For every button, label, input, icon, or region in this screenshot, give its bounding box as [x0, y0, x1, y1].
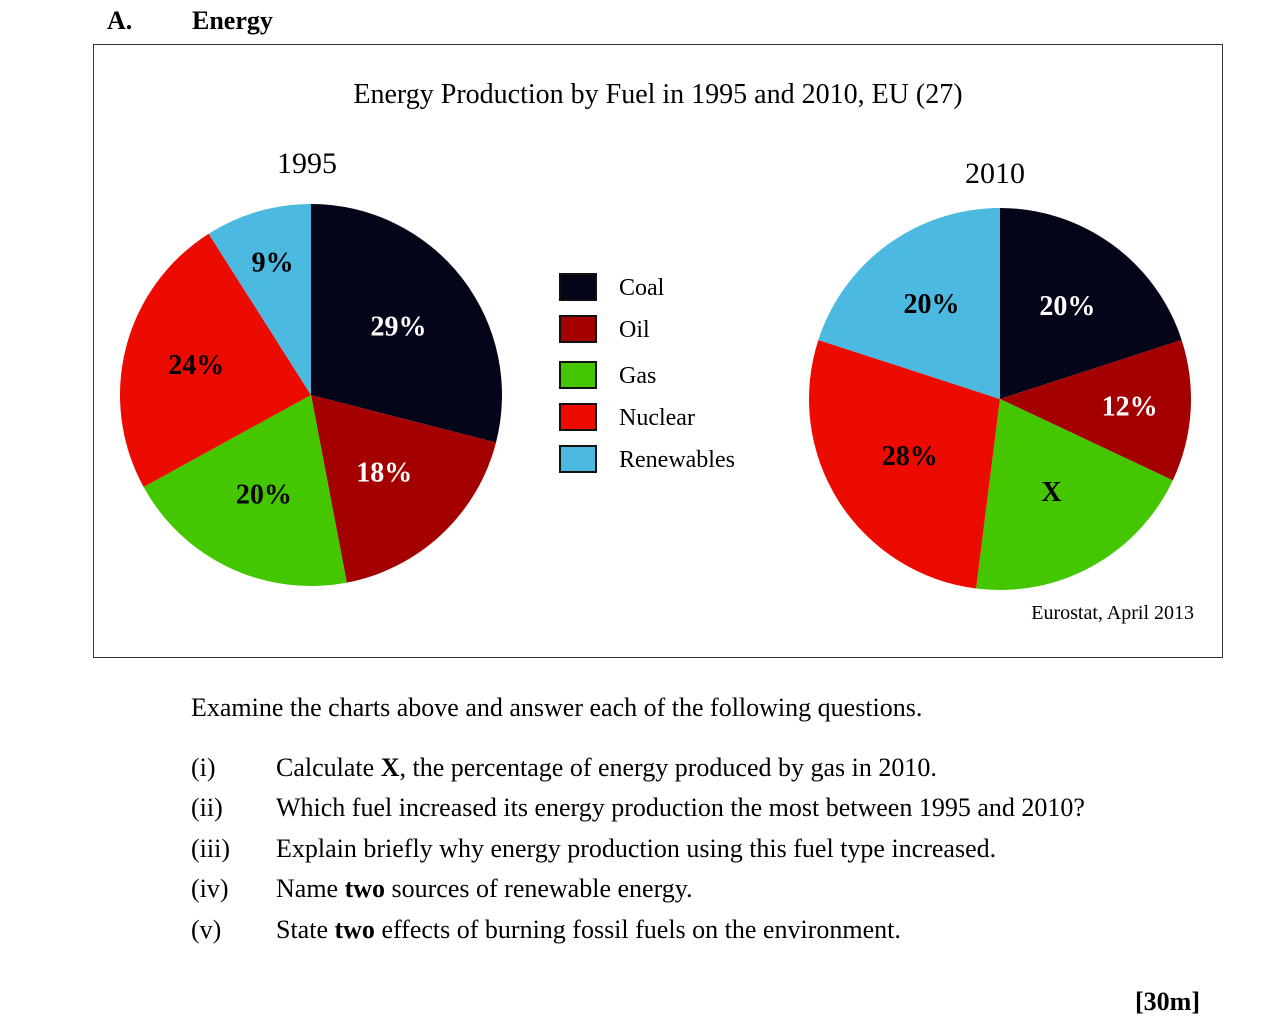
legend-swatch-nuclear [559, 403, 597, 431]
question-5: (v) State two effects of burning fossil … [191, 915, 1191, 949]
question-2: (ii) Which fuel increased its energy pro… [191, 793, 1191, 827]
legend-item-oil: Oil [559, 315, 779, 347]
question-number: (iv) [191, 874, 229, 903]
question-text-run: , the percentage of energy produced by g… [399, 753, 937, 782]
pie-2010-year-label: 2010 [965, 157, 1025, 190]
pie-label-1995-nuclear: 24% [168, 350, 224, 381]
question-text-run: Calculate [276, 753, 381, 782]
question-text: Calculate X, the percentage of energy pr… [276, 753, 937, 783]
legend-swatch-gas [559, 361, 597, 389]
pie-slice-2010-nuclear [809, 339, 1000, 589]
marks-total: [30m] [1135, 987, 1200, 1016]
question-3: (iii) Explain briefly why energy product… [191, 834, 1191, 868]
pie-label-2010-renewables: 20% [904, 289, 960, 320]
question-number: (iii) [191, 834, 230, 863]
legend-swatch-coal [559, 273, 597, 301]
question-emphasis: two [344, 874, 386, 903]
legend-label-coal: Coal [619, 275, 665, 301]
question-text-run: sources of renewable energy. [385, 874, 693, 903]
pie-label-2010-coal: 20% [1039, 291, 1095, 322]
question-text-run: effects of burning fossil fuels on the e… [374, 915, 901, 944]
question-text: State two effects of burning fossil fuel… [276, 915, 901, 945]
question-text: Which fuel increased its energy producti… [276, 793, 1085, 823]
chart-source: Eurostat, April 2013 [1031, 602, 1194, 624]
pie-slice-1995-nuclear [120, 233, 312, 488]
pie-1995-year-label: 1995 [277, 147, 337, 180]
legend-item-nuclear: Nuclear [559, 403, 779, 435]
pie-label-1995-gas: 20% [236, 480, 292, 511]
pie-label-2010-nuclear: 28% [882, 441, 938, 472]
pie-label-1995-renewables: 9% [252, 247, 294, 278]
legend-item-coal: Coal [559, 273, 779, 305]
pie-label-2010-oil: 12% [1102, 392, 1158, 423]
pie-slice-1995-gas [143, 395, 347, 586]
legend-item-renewables: Renewables [559, 445, 779, 477]
chart-title: Energy Production by Fuel in 1995 and 20… [353, 79, 963, 110]
pie-slice-2010-gas [976, 399, 1173, 590]
question-emphasis: X [380, 753, 400, 782]
pie-chart-1995: 29% 18% 20% 24% 9% [120, 204, 503, 586]
question-text-run: State [276, 915, 335, 944]
pie-slice-2010-oil [1000, 339, 1191, 481]
legend-label-gas: Gas [619, 363, 657, 389]
question-text: Explain briefly why energy production us… [276, 834, 996, 864]
legend-item-gas: Gas [559, 361, 779, 393]
question-emphasis: two [334, 915, 375, 944]
pie-label-1995-coal: 29% [371, 312, 427, 343]
legend-swatch-renewables [559, 445, 597, 473]
pie-label-1995-oil: 18% [356, 457, 412, 488]
legend-label-renewables: Renewables [619, 447, 735, 473]
pie-label-2010-gas: X [1041, 477, 1061, 508]
question-number: (v) [191, 915, 222, 944]
question-number: (ii) [191, 793, 223, 822]
question-text-run: Name [276, 874, 345, 903]
legend-label-oil: Oil [619, 317, 650, 343]
pie-slice-1995-oil [311, 395, 496, 583]
legend-swatch-oil [559, 315, 597, 343]
section-letter: A. [107, 6, 133, 35]
question-1: (i) Calculate X, the percentage of energ… [191, 753, 1191, 787]
question-text-run: Explain briefly why energy production us… [276, 834, 997, 863]
pie-slice-2010-coal [1000, 208, 1182, 399]
chart-frame: Energy Production by Fuel in 1995 and 20… [93, 44, 1223, 658]
instructions-text: Examine the charts above and answer each… [191, 693, 923, 722]
legend-label-nuclear: Nuclear [619, 405, 695, 431]
pie-slice-1995-coal [311, 204, 503, 443]
question-4: (iv) Name two sources of renewable energ… [191, 874, 1191, 908]
pie-slice-2010-renewables [818, 208, 1000, 399]
question-number: (i) [191, 753, 216, 782]
question-text: Name two sources of renewable energy. [276, 874, 693, 904]
pie-chart-2010: 20% 12% X 28% 20% [809, 208, 1191, 590]
section-title: Energy [192, 6, 273, 35]
question-text-run: Which fuel increased its energy producti… [276, 793, 1085, 822]
pie-slice-1995-renewables [208, 204, 311, 395]
